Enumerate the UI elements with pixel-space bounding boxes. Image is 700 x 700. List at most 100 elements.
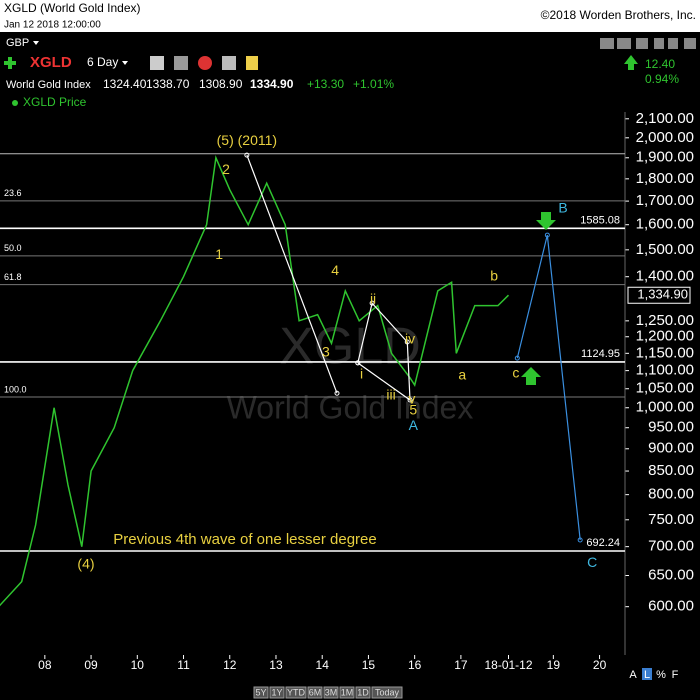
tools-icon[interactable] — [174, 56, 188, 70]
toolbar-button[interactable] — [668, 38, 678, 49]
scale-button[interactable]: F — [672, 669, 679, 681]
wave-annotation: iv — [405, 331, 415, 347]
wave-annotation: Previous 4th wave of one lesser degree — [113, 531, 377, 548]
period-dropdown[interactable] — [122, 61, 128, 65]
tools-icon[interactable] — [222, 56, 236, 70]
scale-button-bg[interactable] — [642, 668, 652, 680]
alarm-icon[interactable] — [198, 56, 212, 70]
period-button[interactable] — [371, 686, 403, 699]
side-change-pct: 0.94% — [645, 72, 679, 86]
fib-label: 23.6 — [4, 188, 22, 198]
level-value-label: 1124.95 — [581, 348, 620, 360]
y-tick-label: 1,050.00 — [636, 380, 694, 397]
toolbar-button[interactable] — [617, 38, 631, 49]
wave-annotation: 3 — [322, 344, 330, 360]
y-tick-label: 1,900.00 — [636, 149, 694, 166]
timestamp: Jan 12 2018 12:00:00 — [4, 20, 101, 31]
bottom-bar: 5Y 1Y YTD 6M 3M 1M 1D Today A L% F — [253, 668, 679, 699]
wave-annotation: a — [458, 367, 466, 383]
x-tick-label: 08 — [38, 658, 52, 672]
tools-icon[interactable] — [150, 56, 164, 70]
x-tick-label: 12 — [223, 658, 237, 672]
toolbar-button[interactable] — [654, 38, 664, 49]
down-arrow-icon — [536, 212, 556, 230]
y-tick-label: 2,100.00 — [636, 110, 694, 127]
wave-point — [369, 300, 375, 306]
period-button[interactable] — [323, 686, 339, 699]
scale-button[interactable]: A — [629, 669, 637, 681]
period-button-label[interactable]: 5Y — [255, 687, 266, 697]
wave-annotation: b — [490, 268, 498, 284]
legend-swatch — [12, 100, 18, 106]
wave-point — [514, 355, 520, 361]
note-icon[interactable] — [246, 56, 258, 70]
wave-line — [357, 301, 411, 402]
toolbar-button[interactable] — [684, 38, 696, 49]
wave-annotation: ii — [370, 291, 376, 307]
period-button[interactable] — [355, 686, 371, 699]
wave-annotation: B — [558, 200, 567, 216]
level-value-label: 692.24 — [586, 537, 620, 549]
price-line — [0, 155, 510, 607]
period-button-label[interactable]: 1Y — [271, 687, 282, 697]
x-tick-label: 14 — [316, 658, 330, 672]
y-tick-label: 750.00 — [648, 511, 694, 528]
period-button[interactable] — [307, 686, 323, 699]
level-value-label: 1585.08 — [580, 214, 620, 226]
toolbar-button[interactable] — [636, 38, 648, 49]
x-tick-label: 10 — [131, 658, 145, 672]
x-tick-label: 18-01-12 — [484, 658, 532, 672]
y-tick-label: 850.00 — [648, 462, 694, 479]
period-button[interactable] — [253, 686, 269, 699]
side-change: 12.40 — [645, 57, 675, 71]
wave-annotation: 2 — [222, 161, 230, 177]
y-tick-label: 2,000.00 — [636, 129, 694, 146]
period-button-label[interactable]: Today — [375, 687, 400, 697]
wave-point — [404, 339, 410, 345]
watermark-symbol: XGLD — [279, 318, 421, 376]
legend-label: XGLD Price — [23, 95, 87, 109]
symbol[interactable]: XGLD — [30, 54, 72, 71]
y-tick-label: 1,600.00 — [636, 216, 694, 233]
title-strip — [0, 0, 700, 32]
currency-dropdown[interactable] — [33, 41, 39, 45]
scale-button[interactable]: L — [644, 669, 650, 681]
close: 1334.90 — [250, 77, 294, 91]
last-price-label: 1,334.90 — [637, 287, 688, 302]
period-button[interactable] — [269, 686, 285, 699]
period-button-label[interactable]: 1D — [357, 687, 369, 697]
y-tick-label: 900.00 — [648, 440, 694, 457]
toolbar-buttons — [600, 38, 696, 49]
y-tick-label: 1,400.00 — [636, 268, 694, 285]
change: +13.30 — [307, 77, 344, 91]
x-tick-label: 19 — [547, 658, 561, 672]
period[interactable]: 6 Day — [87, 55, 118, 69]
wave-point — [334, 390, 340, 396]
period-button[interactable] — [285, 686, 307, 699]
open: 1324.40 — [103, 77, 147, 91]
index-name: World Gold Index — [6, 79, 91, 91]
change-pct: +1.01% — [353, 77, 394, 91]
y-tick-label: 650.00 — [648, 566, 694, 583]
period-button-label[interactable]: 6M — [309, 687, 322, 697]
wave-point — [244, 152, 250, 158]
add-icon[interactable] — [4, 57, 16, 69]
currency[interactable]: GBP — [6, 37, 29, 49]
x-tick-label: 17 — [454, 658, 468, 672]
title: XGLD (World Gold Index) — [4, 1, 141, 15]
wave-annotation: v — [408, 391, 415, 407]
wave-annotation: A — [409, 417, 419, 433]
up-arrow-icon — [624, 55, 638, 70]
period-button[interactable] — [339, 686, 355, 699]
y-tick-label: 1,800.00 — [636, 170, 694, 187]
wave-annotation: 1 — [215, 246, 223, 262]
period-button-label[interactable]: 3M — [325, 687, 338, 697]
period-button-label[interactable]: 1M — [341, 687, 354, 697]
scale-button[interactable]: % — [656, 669, 666, 681]
period-button-label[interactable]: YTD — [287, 687, 306, 697]
fib-label: 61.8 — [4, 272, 22, 282]
wave-line — [246, 154, 338, 394]
wave-annotation: i — [360, 366, 363, 382]
toolbar-button[interactable] — [600, 38, 614, 49]
